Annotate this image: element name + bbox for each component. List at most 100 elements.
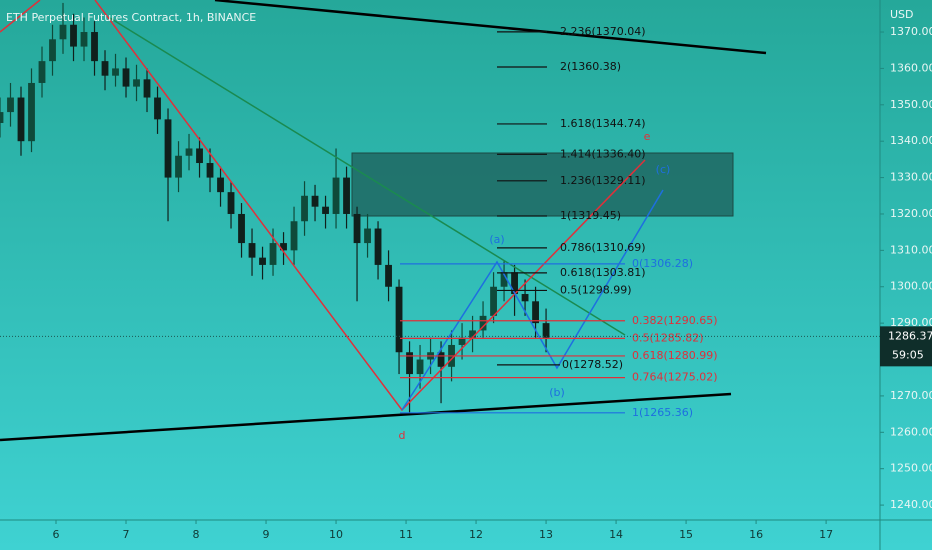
fib-label: 0.786(1310.69) <box>560 241 646 254</box>
candle-body <box>122 68 130 87</box>
candle-body <box>80 32 88 47</box>
fib-label: 0.5(1285.82) <box>632 331 704 344</box>
x-tick-label: 15 <box>679 528 693 541</box>
candle-body <box>385 264 392 287</box>
wave-line <box>401 189 664 411</box>
candle-body <box>437 352 445 367</box>
fib-label: 1.414(1336.40) <box>560 147 646 160</box>
fib-label: 0.5(1298.99) <box>560 283 632 296</box>
axis-unit: USD <box>890 8 914 21</box>
candle-body <box>532 301 539 324</box>
last-price-box <box>880 326 932 367</box>
fib-label: 0(1278.52) <box>562 358 623 371</box>
last-price-label: 1286.37 <box>888 329 932 342</box>
candle-body <box>227 192 235 214</box>
candles <box>0 2 550 415</box>
candle-body <box>259 257 266 265</box>
fib-label: 0.382(1290.65) <box>632 314 718 327</box>
y-tick-label: 1360.00 <box>890 61 932 74</box>
candle-body <box>238 213 245 244</box>
countdown-label: 59:05 <box>892 348 924 361</box>
candle-body <box>322 206 329 214</box>
trend-line <box>214 0 767 55</box>
y-tick-label: 1240.00 <box>890 498 932 511</box>
x-tick-label: 17 <box>819 528 833 541</box>
candle-body <box>479 315 487 331</box>
candle-body <box>101 61 109 76</box>
trend-line <box>109 17 626 336</box>
y-tick-label: 1340.00 <box>890 134 932 147</box>
candle-body <box>28 82 35 142</box>
candle-body <box>374 228 382 265</box>
candle-body <box>353 213 361 244</box>
candle-body <box>280 243 287 251</box>
y-tick-label: 1330.00 <box>890 171 932 184</box>
y-tick-label: 1300.00 <box>890 280 932 293</box>
candle-body <box>185 148 193 156</box>
candle-body <box>301 195 308 222</box>
wave-label: (a) <box>489 233 504 246</box>
y-tick-label: 1290.00 <box>890 316 932 329</box>
wave-line <box>0 0 41 33</box>
y-tick-label: 1350.00 <box>890 98 932 111</box>
candle-body <box>217 177 224 193</box>
candle-body <box>500 272 508 287</box>
fib-label: 1(1319.45) <box>560 209 621 222</box>
x-tick-label: 10 <box>329 528 343 541</box>
y-tick-label: 1320.00 <box>890 207 932 220</box>
candle-body <box>364 228 371 244</box>
candle-body <box>17 97 25 142</box>
fib-label: 0(1306.28) <box>632 257 693 270</box>
candle-body <box>469 330 476 338</box>
candle-body <box>290 221 298 251</box>
fib-label: 2(1360.38) <box>560 60 621 73</box>
fib-label: 0.618(1280.99) <box>632 349 718 362</box>
x-tick-label: 8 <box>193 528 200 541</box>
trend-line <box>0 392 732 442</box>
candle-body <box>406 352 413 375</box>
candle-body <box>458 337 466 345</box>
candle-body <box>112 68 119 76</box>
y-tick-label: 1370.00 <box>890 25 932 38</box>
fib-label: 2.236(1370.04) <box>560 25 646 38</box>
wave-label: (c) <box>656 163 671 176</box>
candle-body <box>490 286 497 316</box>
candle-body <box>542 323 550 338</box>
y-tick-label: 1310.00 <box>890 243 932 256</box>
y-tick-label: 1260.00 <box>890 425 932 438</box>
fib-levels: 2.236(1370.04) 2(1360.38) 1.618(1344.74) 1.… <box>400 25 718 419</box>
candle-body <box>343 177 350 214</box>
x-tick-label: 16 <box>749 528 763 541</box>
candle-body <box>7 97 14 113</box>
candle-body <box>395 286 403 353</box>
x-tick-label: 13 <box>539 528 553 541</box>
x-tick-label: 6 <box>53 528 60 541</box>
candle-body <box>521 294 529 302</box>
chart-title: ETH Perpetual Futures Contract, 1h, BINA… <box>6 11 256 24</box>
wave-label: d <box>399 429 406 442</box>
drawings <box>0 0 767 442</box>
x-tick-label: 11 <box>399 528 413 541</box>
candle-body <box>154 97 161 120</box>
candle-body <box>59 24 67 40</box>
candle-body <box>175 155 182 178</box>
wave-label: (b) <box>549 386 565 399</box>
supply-zone <box>351 152 734 217</box>
candle-body <box>206 163 214 178</box>
candle-body <box>248 243 256 258</box>
candle-body <box>70 24 77 47</box>
x-tick-label: 9 <box>263 528 270 541</box>
fib-label: 1(1265.36) <box>632 406 693 419</box>
y-tick-label: 1250.00 <box>890 462 932 475</box>
candle-body <box>416 359 424 375</box>
fib-label: 1.236(1329.11) <box>560 174 646 187</box>
fib-label: 1.618(1344.74) <box>560 117 646 130</box>
x-tick-label: 7 <box>123 528 130 541</box>
candle-body <box>269 243 277 265</box>
candle-body <box>164 119 172 178</box>
y-tick-label: 1270.00 <box>890 389 932 402</box>
candle-body <box>511 272 518 295</box>
candle-body <box>133 79 140 87</box>
